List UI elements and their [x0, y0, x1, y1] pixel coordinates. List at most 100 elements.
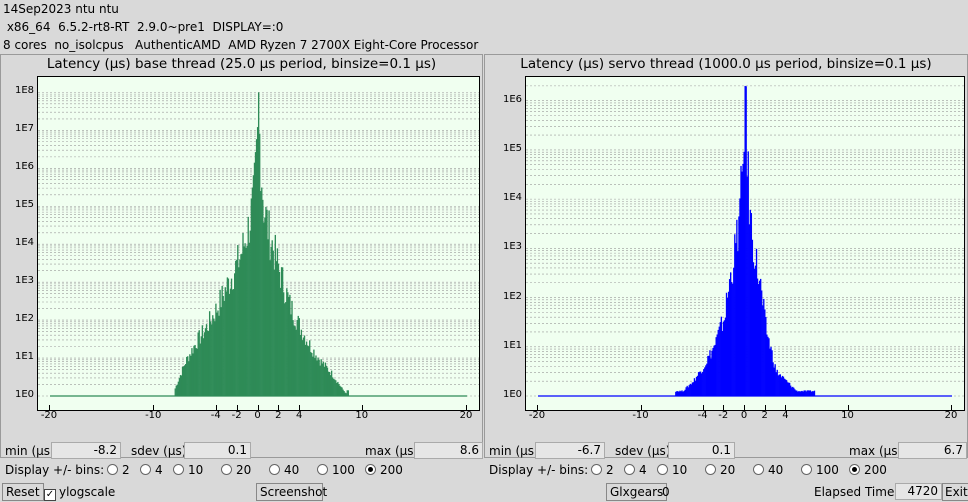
radio-icon: [849, 464, 860, 475]
bins-option-4[interactable]: 4: [624, 463, 647, 477]
y-tick-label: 1E1: [14, 351, 34, 363]
histogram-bar: [723, 320, 726, 396]
max-value: 8.6: [414, 442, 483, 459]
histogram-bar: [758, 280, 761, 396]
histogram-bar: [725, 292, 728, 396]
x-tick-mark: [299, 405, 301, 410]
glxgears-button[interactable]: Glxgears: [606, 483, 668, 501]
histogram-bar: [218, 315, 220, 396]
histogram-bar: [709, 350, 711, 396]
histogram-bar: [781, 375, 784, 396]
histogram-bar: [705, 365, 707, 396]
bins-option-20[interactable]: 20: [221, 463, 251, 477]
x-tick-mark: [361, 405, 363, 410]
histogram-bar: [310, 352, 312, 396]
histogram-bar: [710, 358, 712, 396]
histogram-bar: [317, 357, 319, 396]
histogram-bar: [805, 391, 807, 396]
x-tick-label: 4: [782, 410, 789, 421]
check-icon: ✓: [44, 489, 56, 501]
histogram-bar: [226, 277, 229, 396]
histogram-bar: [704, 367, 706, 396]
histogram-bar: [744, 85, 746, 396]
screenshot-button[interactable]: Screenshot: [256, 483, 327, 501]
bins-option-2[interactable]: 2: [107, 463, 130, 477]
histogram-bar: [216, 312, 218, 396]
histogram-bar: [236, 259, 238, 396]
histogram-bar: [264, 217, 266, 396]
y-tick-label: 1E0: [502, 389, 522, 400]
bins-option-200[interactable]: 200: [849, 463, 887, 477]
histogram-bar: [193, 345, 195, 396]
histogram-bar: [174, 388, 176, 396]
histogram-bar: [215, 303, 217, 396]
exit-button[interactable]: Exit: [942, 483, 968, 501]
bins-option-label: 4: [155, 463, 163, 477]
ylogscale-checkbox[interactable]: ✓ ylogscale: [44, 485, 115, 501]
y-tick-label: 1E2: [14, 313, 34, 325]
histogram-bar: [777, 375, 779, 396]
histogram-bar: [778, 374, 780, 396]
radio-icon: [140, 464, 151, 475]
x-tick-mark: [744, 405, 745, 410]
histogram-bar: [292, 320, 294, 396]
histogram-bar: [782, 376, 785, 396]
histogram-bar: [251, 187, 254, 396]
bins-option-40[interactable]: 40: [269, 463, 299, 477]
bins-option-200[interactable]: 200: [365, 463, 403, 477]
x-tick-mark: [49, 405, 50, 410]
histogram-bar: [684, 389, 686, 396]
histogram-bar: [275, 261, 278, 396]
histogram-bar: [776, 369, 778, 396]
histogram-bar: [328, 372, 331, 396]
histogram-bar: [750, 212, 753, 396]
histogram-bar: [697, 372, 700, 396]
bins-option-label: 2: [122, 463, 130, 477]
histogram-bar: [304, 344, 307, 396]
histogram-bar: [231, 289, 234, 396]
bins-option-10[interactable]: 10: [173, 463, 203, 477]
y-tick-label: 1E6: [502, 93, 522, 105]
histogram-bar: [281, 267, 284, 396]
bins-option-100[interactable]: 100: [801, 463, 839, 477]
bins-option-2[interactable]: 2: [591, 463, 614, 477]
bins-option-40[interactable]: 40: [753, 463, 783, 477]
histogram-bar: [222, 295, 224, 396]
histogram-bar: [244, 243, 246, 396]
reset-button[interactable]: Reset: [2, 483, 44, 501]
histogram-bar: [314, 358, 316, 396]
histogram-bar: [736, 219, 738, 396]
histogram-bar: [247, 216, 249, 396]
histogram-bar: [331, 377, 334, 396]
histogram-bar: [269, 260, 271, 396]
histogram-bar: [757, 284, 760, 396]
histogram-bar: [780, 377, 783, 396]
histogram-bar: [344, 392, 346, 396]
histogram-bar: [738, 216, 740, 396]
x-tick-label: 0: [740, 410, 748, 421]
x-tick-label: 10: [355, 410, 369, 421]
x-tick-label: 0: [254, 410, 261, 421]
radio-icon: [705, 464, 716, 475]
histogram-bar: [329, 375, 332, 396]
bins-option-10[interactable]: 10: [657, 463, 687, 477]
histogram-bar: [210, 321, 212, 396]
histogram-bar: [801, 390, 803, 396]
bins-option-4[interactable]: 4: [140, 463, 163, 477]
histogram-bar: [228, 293, 231, 396]
histogram-svg: [526, 85, 964, 397]
histogram-bar: [288, 296, 290, 396]
histogram-bar: [784, 379, 787, 396]
bins-option-label: 4: [639, 463, 647, 477]
histogram-bar: [279, 287, 282, 396]
histogram-bar: [713, 345, 715, 396]
histogram-bar: [195, 348, 197, 396]
ylogscale-label: ylogscale: [59, 485, 116, 499]
histogram-bar: [764, 309, 766, 396]
histogram-bar: [225, 291, 228, 396]
bins-option-100[interactable]: 100: [317, 463, 355, 477]
histogram-bar: [711, 350, 713, 396]
histogram-bar: [295, 329, 297, 396]
histogram-bar: [318, 359, 320, 396]
bins-option-20[interactable]: 20: [705, 463, 735, 477]
